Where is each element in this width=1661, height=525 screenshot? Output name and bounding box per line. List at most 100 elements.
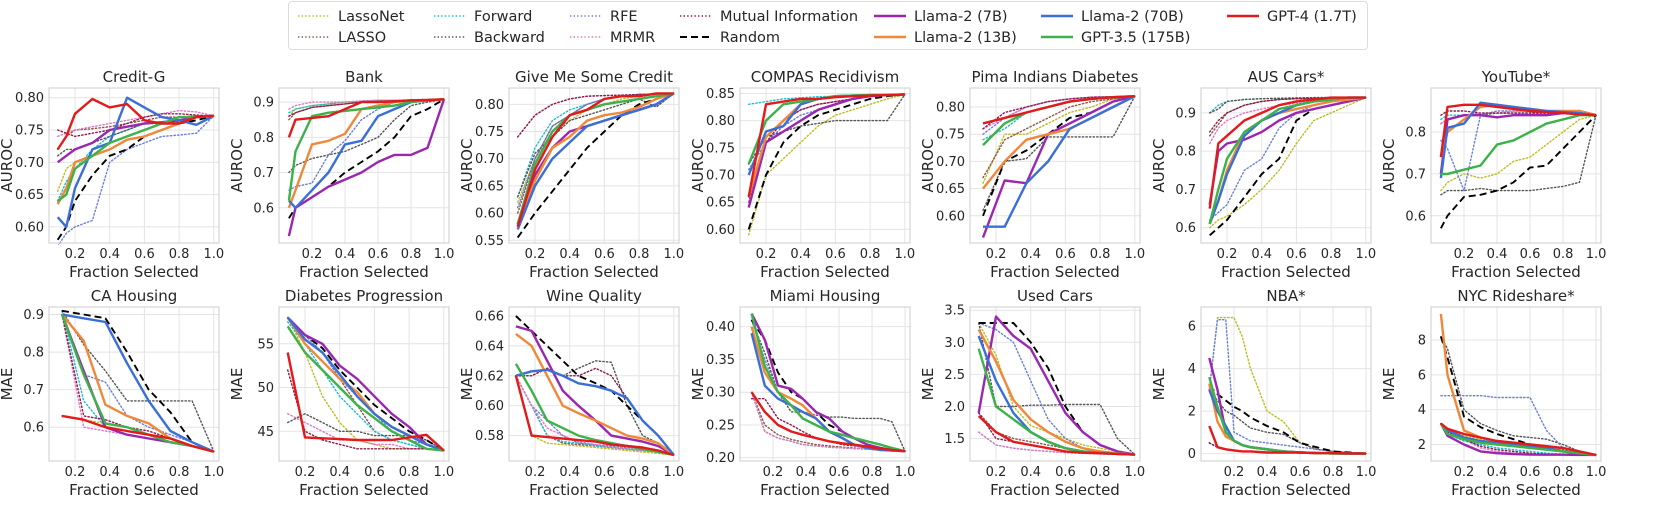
plot-frame: [508, 87, 680, 244]
series-group: [747, 93, 906, 236]
y-tick-label: 1.5: [944, 432, 965, 447]
series-line-random: [978, 322, 1135, 456]
series-line-gpt4: [982, 95, 1135, 125]
x-tick-label: 1.0: [434, 247, 455, 262]
series-line-gpt35: [1440, 113, 1596, 176]
x-tick-label: 0.2: [986, 247, 1007, 262]
x-tick-label: 0.6: [134, 465, 155, 480]
x-tick-label: 1.0: [203, 465, 224, 480]
series-line-gpt4: [750, 391, 906, 453]
series-line-random: [515, 315, 675, 456]
legend-item-backward: Backward: [434, 30, 545, 46]
x-tick-label: 0.4: [1020, 247, 1041, 262]
series-line-gpt4: [287, 98, 445, 138]
panel-miami-housing: 0.2 0.4 0.6 0.8 1.0 0.20 0.25 0.30 0.35 0.40 Miami…: [689, 287, 915, 499]
x-tick-label: 0.8: [169, 465, 190, 480]
legend-label-forward: Forward: [474, 9, 532, 25]
x-tick-label: 0.4: [99, 247, 120, 262]
plot-frame: [278, 87, 450, 244]
x-tick-label: 0.8: [862, 465, 883, 480]
panel-title: NBA*: [1266, 287, 1306, 305]
y-tick-label: 0.65: [936, 182, 965, 197]
series-line-lassonet: [1208, 96, 1367, 229]
x-tick-label: 0.4: [329, 465, 350, 480]
series-line-gpt4: [56, 97, 214, 151]
y-tick-label: 0.40: [706, 320, 735, 335]
y-tick-label: 3.0: [944, 336, 965, 351]
x-tick-label: 1.0: [1124, 247, 1145, 262]
y-tick-label: 0.6: [1405, 209, 1426, 224]
x-tick-label: 0.4: [796, 465, 817, 480]
x-tick-label: 0.6: [1290, 465, 1311, 480]
x-tick-label: 0.8: [169, 247, 190, 262]
legend-item-gpt4: GPT-4 (1.7T): [1227, 9, 1357, 25]
y-tick-label: 0.65: [15, 188, 44, 203]
y-tick-label: 0.65: [475, 179, 504, 194]
x-tick-label: 1.0: [1586, 247, 1607, 262]
y-tick-label: 0.7: [1405, 167, 1426, 182]
x-tick-label: 1.0: [1124, 465, 1145, 480]
y-tick-label: 0.60: [475, 399, 504, 414]
y-tick-label: 0.80: [936, 101, 965, 116]
panel-title: CA Housing: [91, 287, 177, 305]
y-axis-label: MAE: [228, 368, 246, 401]
series-line-lassonet: [515, 375, 675, 456]
y-tick-label: 0.75: [706, 141, 735, 156]
series-line-gpt4: [286, 352, 445, 452]
legend-label-rfe: RFE: [610, 9, 638, 25]
series-line-rfe: [287, 316, 445, 452]
x-tick-label: 0.8: [401, 247, 422, 262]
series-group: [1439, 313, 1597, 457]
x-tick-label: 0.8: [1321, 247, 1342, 262]
series-line-random: [516, 92, 675, 239]
plot-frame: [1200, 306, 1372, 462]
panel-title: NYC Rideshare*: [1457, 287, 1575, 305]
series-line-gpt4: [747, 93, 905, 198]
series-line-gpt4: [516, 92, 674, 228]
x-tick-label: 0.4: [1251, 247, 1272, 262]
x-axis-label: Fraction Selected: [990, 481, 1120, 499]
x-tick-label: 0.2: [525, 247, 546, 262]
series-line-backward: [1440, 114, 1597, 196]
legend-label-llama70: Llama-2 (70B): [1081, 9, 1184, 25]
y-tick-label: 0.80: [706, 114, 735, 129]
plot-frame: [508, 306, 680, 462]
y-tick-label: 0.62: [475, 369, 504, 384]
panel-title: YouTube*: [1481, 68, 1551, 86]
series-line-lassonet: [748, 93, 906, 236]
x-axis-label: Fraction Selected: [529, 263, 659, 281]
legend-label-mrmr: MRMR: [610, 30, 655, 46]
x-axis-label: Fraction Selected: [990, 263, 1120, 281]
x-axis-label: Fraction Selected: [1451, 481, 1581, 499]
y-tick-label: 0.65: [706, 196, 735, 211]
y-tick-label: 0.7: [23, 383, 44, 398]
series-line-lassonet: [982, 95, 1136, 184]
panel-pima-indians-diabetes: 0.2 0.4 0.6 0.8 1.0 0.60 0.65 0.70 0.75 0.80 Pima …: [919, 68, 1145, 281]
y-tick-label: 0.70: [15, 156, 44, 171]
x-axis-label: Fraction Selected: [760, 481, 890, 499]
series-line-gpt35: [516, 92, 674, 225]
plot-frame: [1430, 87, 1602, 244]
x-tick-label: 0.8: [1553, 465, 1574, 480]
x-tick-label: 0.8: [1090, 465, 1111, 480]
plot-frame: [969, 306, 1141, 462]
x-tick-label: 1.0: [663, 247, 684, 262]
x-tick-label: 0.6: [829, 465, 850, 480]
x-tick-label: 0.4: [1487, 247, 1508, 262]
plot-frame: [739, 87, 911, 244]
y-axis-label: AUROC: [228, 139, 246, 193]
legend-box: [288, 1, 1368, 50]
legend-item-llama7: Llama-2 (7B): [874, 9, 1008, 25]
y-tick-label: 4: [1418, 403, 1426, 418]
x-tick-label: 0.6: [1055, 465, 1076, 480]
panel-title: Credit-G: [103, 68, 166, 86]
plot-frame: [739, 306, 911, 462]
x-tick-label: 0.6: [1286, 247, 1307, 262]
y-tick-label: 0.6: [23, 421, 44, 436]
y-tick-label: 0.60: [706, 223, 735, 238]
legend-label-gpt35: GPT-3.5 (175B): [1081, 30, 1190, 46]
x-axis-label: Fraction Selected: [1221, 481, 1351, 499]
y-tick-label: 0.8: [23, 346, 44, 361]
plot-area: [509, 307, 679, 461]
series-line-llama70: [983, 95, 1136, 228]
